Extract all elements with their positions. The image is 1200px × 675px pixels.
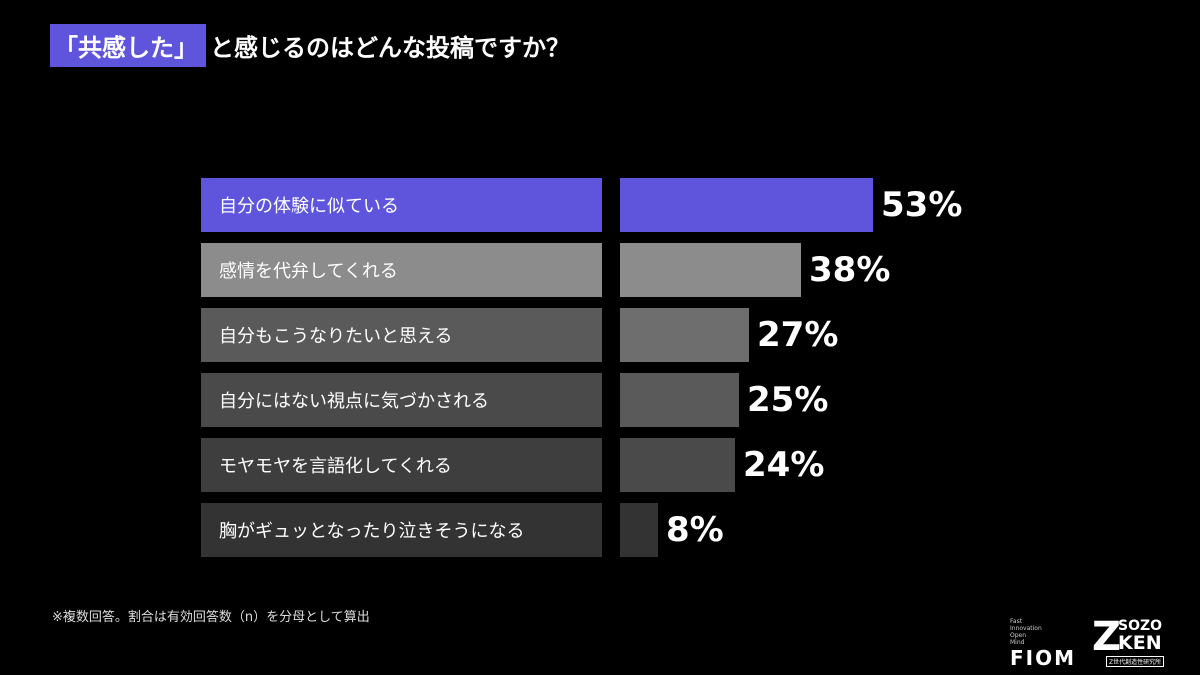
bar	[620, 243, 801, 297]
footnote: ※複数回答。割合は有効回答数（n）を分母として算出	[52, 610, 370, 625]
sozo-z-mark: Z	[1092, 614, 1122, 660]
title-rest: と感じるのはどんな投稿ですか？	[210, 34, 570, 62]
value-label: 27%	[757, 315, 839, 355]
bar	[620, 178, 873, 232]
chart-title: 「共感した」 と感じるのはどんな投稿ですか？	[50, 24, 570, 67]
fiom-small-line: Mind	[1010, 639, 1025, 646]
category-label: 自分の体験に似ている	[201, 178, 602, 232]
fiom-small-line: Open	[1010, 632, 1027, 639]
fiom-small-line: Fast	[1010, 618, 1023, 625]
bar	[620, 308, 749, 362]
category-label: 自分もこうなりたいと思える	[201, 308, 602, 362]
fiom-logo: Fast Innovation Open Mind FIOM	[1010, 618, 1085, 670]
bar	[620, 373, 739, 427]
fiom-small-line: Innovation	[1010, 625, 1042, 632]
category-label: モヤモヤを言語化してくれる	[201, 438, 602, 492]
title-highlight: 「共感した」	[50, 24, 206, 67]
sozo-wordmark-top: SOZO	[1118, 618, 1163, 634]
bar	[620, 438, 735, 492]
sozo-ken-logo: Z SOZO KEN Z世代創造性研究所	[1092, 615, 1172, 670]
value-label: 38%	[809, 250, 891, 290]
value-label: 53%	[881, 185, 963, 225]
category-label: 感情を代弁してくれる	[201, 243, 602, 297]
value-label: 24%	[743, 445, 825, 485]
value-label: 8%	[666, 510, 724, 550]
category-label: 胸がギュッとなったり泣きそうになる	[201, 503, 602, 557]
fiom-wordmark: FIOM	[1010, 646, 1077, 670]
sozo-subtitle: Z世代創造性研究所	[1106, 656, 1165, 667]
sozo-wordmark-bottom: KEN	[1118, 632, 1162, 654]
bar	[620, 503, 658, 557]
category-label: 自分にはない視点に気づかされる	[201, 373, 602, 427]
value-label: 25%	[747, 380, 829, 420]
